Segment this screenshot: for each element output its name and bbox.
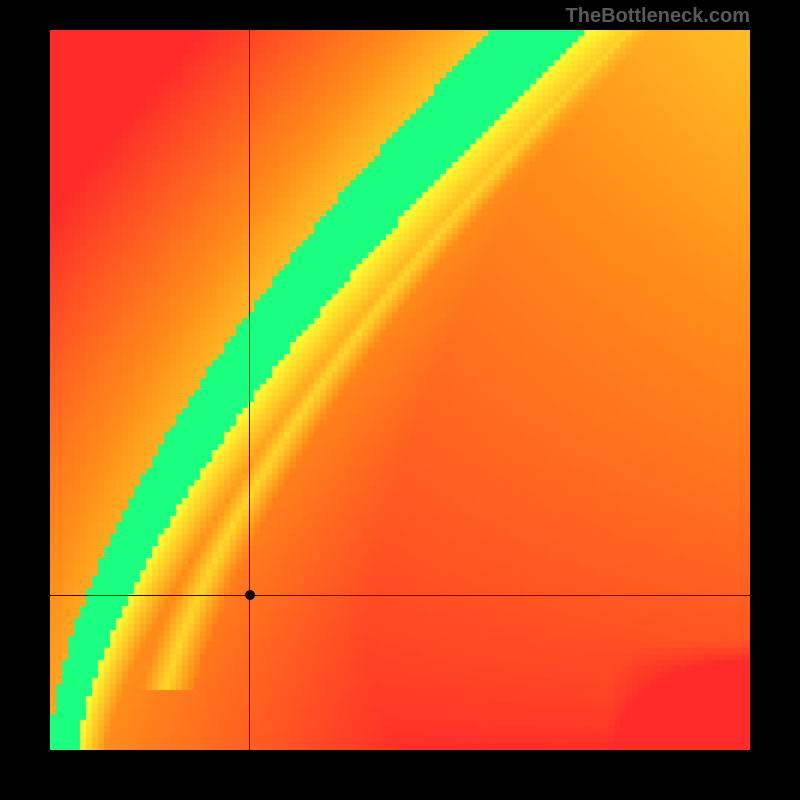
- crosshair-point: [245, 590, 255, 600]
- crosshair-vertical: [249, 30, 250, 750]
- watermark-text: TheBottleneck.com: [566, 5, 750, 28]
- chart-container: TheBottleneck.com: [0, 0, 800, 800]
- bottleneck-heatmap: [50, 30, 750, 750]
- crosshair-horizontal: [50, 595, 750, 596]
